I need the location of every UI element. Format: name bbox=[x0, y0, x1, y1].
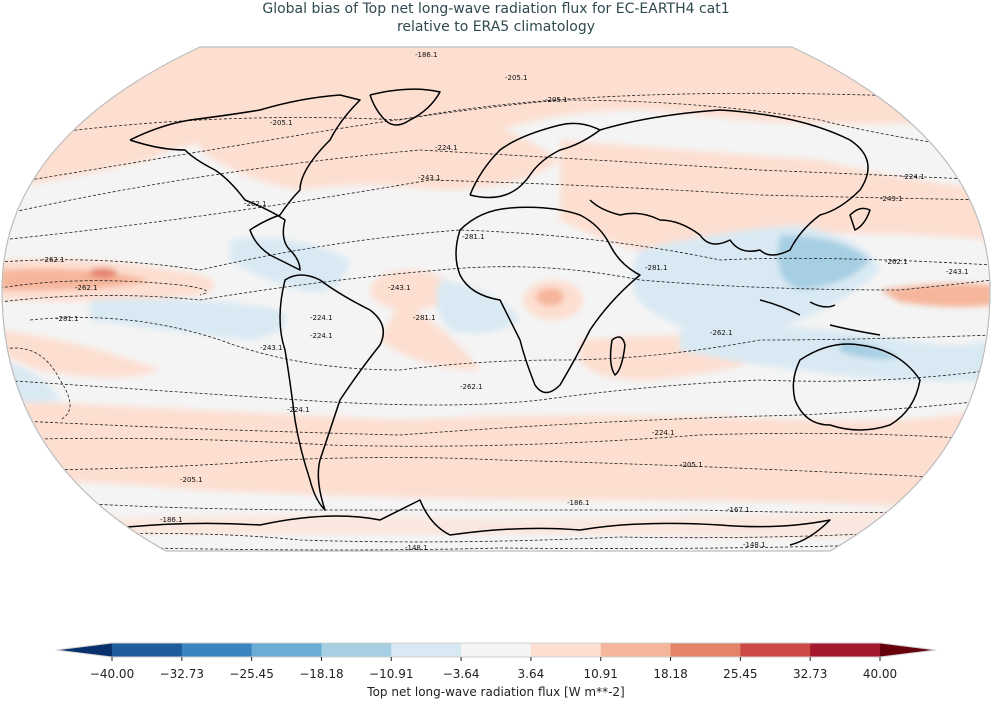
contour-labels: -186.1 -205.1 -205.1 -205.1 -224.1 -224.… bbox=[42, 51, 969, 552]
svg-text:-243.1: -243.1 bbox=[260, 344, 283, 352]
map-boundary bbox=[1, 46, 991, 552]
svg-text:-224.1: -224.1 bbox=[287, 406, 310, 414]
colorbar-segment bbox=[600, 643, 672, 657]
svg-text:-224.1: -224.1 bbox=[310, 314, 333, 322]
chart-title: Global bias of Top net long-wave radiati… bbox=[0, 0, 992, 36]
svg-text:-148.1: -148.1 bbox=[743, 541, 766, 549]
title-line-1: Global bias of Top net long-wave radiati… bbox=[262, 1, 730, 17]
colorbar-segment bbox=[461, 643, 532, 657]
map-panel: -186.1 -205.1 -205.1 -205.1 -224.1 -224.… bbox=[0, 40, 992, 560]
colorbar-segment bbox=[740, 643, 811, 657]
svg-text:-281.1: -281.1 bbox=[56, 315, 79, 323]
colorbar-tick-label: −40.00 bbox=[89, 667, 135, 681]
svg-text:-243.1: -243.1 bbox=[946, 268, 969, 276]
climatology-contours bbox=[2, 92, 990, 551]
colorbar-tick-label: −32.73 bbox=[159, 667, 205, 681]
svg-text:-262.1: -262.1 bbox=[460, 383, 483, 391]
bias-field: -186.1 -205.1 -205.1 -205.1 -224.1 -224.… bbox=[2, 47, 990, 552]
colorbar-tick-label: 32.73 bbox=[792, 667, 828, 681]
colorbar-extend-min bbox=[56, 643, 112, 657]
colorbar-segment bbox=[670, 643, 741, 657]
colorbar-tick-label: −25.45 bbox=[229, 667, 274, 681]
svg-text:-186.1: -186.1 bbox=[415, 51, 438, 59]
svg-text:-224.1: -224.1 bbox=[652, 429, 675, 437]
colorbar-tick-label: 18.18 bbox=[653, 667, 688, 681]
svg-text:-148.1: -148.1 bbox=[405, 544, 428, 552]
svg-text:-224.1: -224.1 bbox=[310, 332, 333, 340]
colorbar bbox=[55, 642, 937, 661]
world-map: -186.1 -205.1 -205.1 -205.1 -224.1 -224.… bbox=[1, 46, 991, 552]
colorbar-segment bbox=[810, 643, 881, 657]
svg-text:-262.1: -262.1 bbox=[885, 258, 908, 266]
colorbar-tick-label: −10.91 bbox=[369, 667, 414, 681]
colorbar-tick-label: 40.00 bbox=[862, 667, 898, 681]
colorbar-swatches bbox=[55, 642, 937, 661]
colorbar-segment bbox=[112, 643, 183, 657]
svg-text:-262.1: -262.1 bbox=[710, 329, 733, 337]
colorbar-extend-max bbox=[880, 643, 936, 657]
svg-text:-224.1: -224.1 bbox=[902, 173, 925, 181]
colorbar-label: Top net long-wave radiation flux [W m**-… bbox=[367, 685, 625, 699]
colorbar-tick-labels: −40.00 −32.73 −25.45 −18.18 −10.91 −3.64 3.64 1… bbox=[0, 667, 992, 683]
colorbar-segment bbox=[391, 643, 462, 657]
svg-text:-224.1: -224.1 bbox=[435, 144, 458, 152]
svg-text:-205.1: -205.1 bbox=[270, 119, 293, 127]
colorbar-segment bbox=[321, 643, 392, 657]
svg-text:-262.1: -262.1 bbox=[42, 256, 65, 264]
svg-text:-243.1: -243.1 bbox=[418, 174, 441, 182]
colorbar-tick-label: 25.45 bbox=[723, 667, 758, 681]
colorbar-tick-label: −18.18 bbox=[299, 667, 344, 681]
svg-text:-205.1: -205.1 bbox=[505, 74, 528, 82]
coastlines bbox=[99, 88, 921, 546]
title-line-2: relative to ERA5 climatology bbox=[396, 19, 596, 35]
svg-text:-281.1: -281.1 bbox=[413, 314, 436, 322]
svg-text:-205.1: -205.1 bbox=[545, 96, 568, 104]
svg-text:-262.1: -262.1 bbox=[244, 200, 267, 208]
colorbar-segment bbox=[251, 643, 322, 657]
svg-text:-243.1: -243.1 bbox=[388, 284, 411, 292]
colorbar-tick-label: 3.64 bbox=[517, 667, 545, 681]
svg-text:-262.1: -262.1 bbox=[75, 284, 98, 292]
svg-text:-281.1: -281.1 bbox=[462, 233, 485, 241]
svg-text:-281.1: -281.1 bbox=[645, 264, 668, 272]
svg-text:-186.1: -186.1 bbox=[567, 499, 590, 507]
svg-text:-205.1: -205.1 bbox=[180, 476, 203, 484]
svg-text:-167.1: -167.1 bbox=[727, 506, 750, 514]
colorbar-segment bbox=[530, 643, 602, 657]
colorbar-tick-label: −3.64 bbox=[442, 667, 480, 681]
svg-text:-186.1: -186.1 bbox=[160, 516, 183, 524]
colorbar-tick-label: 10.91 bbox=[583, 667, 618, 681]
colorbar-segment bbox=[181, 643, 253, 657]
svg-text:-243.1: -243.1 bbox=[880, 195, 903, 203]
svg-text:-205.1: -205.1 bbox=[680, 461, 703, 469]
